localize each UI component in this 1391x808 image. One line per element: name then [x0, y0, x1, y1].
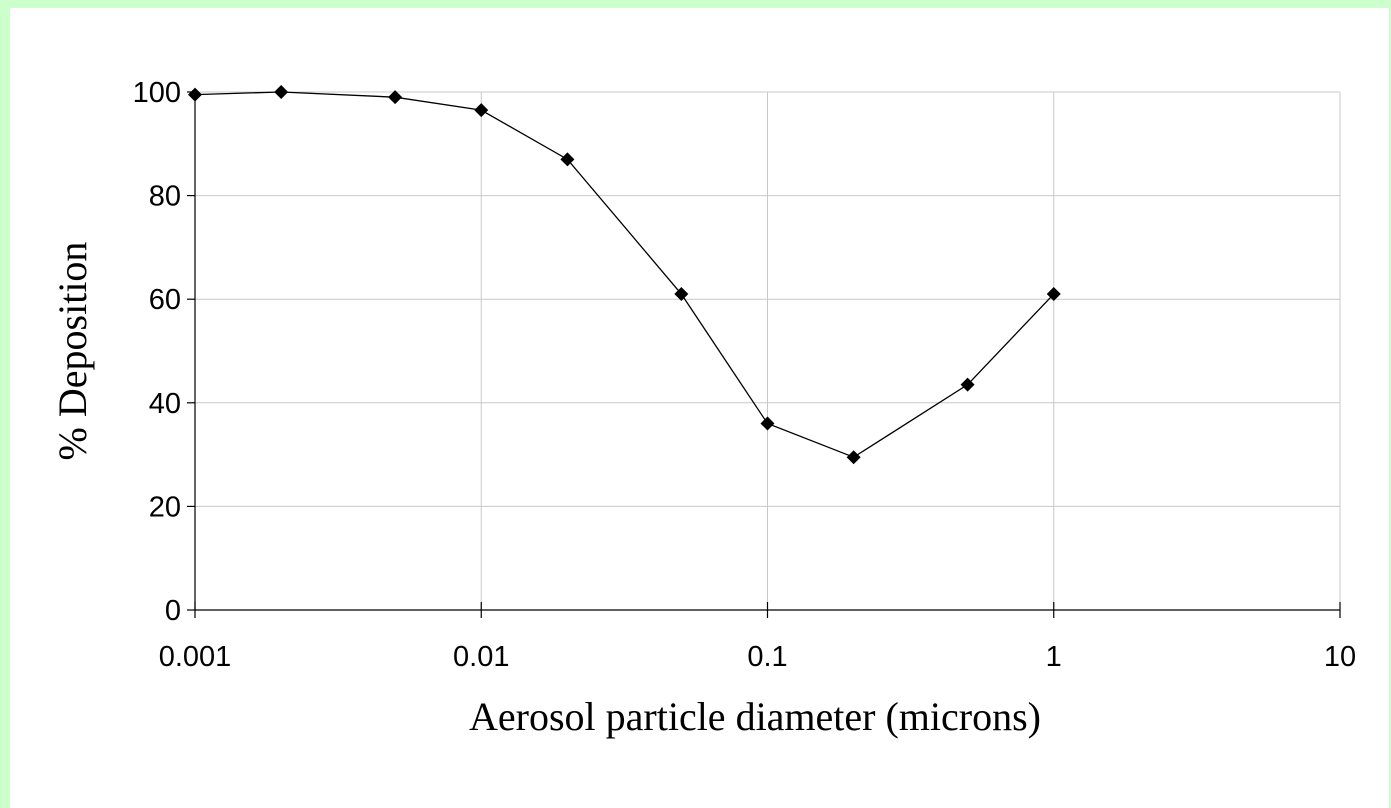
marker [560, 152, 575, 167]
marker [274, 85, 289, 99]
y-tick-label: 60 [149, 284, 181, 316]
marker [1046, 287, 1061, 302]
y-tick-label: 0 [165, 595, 181, 627]
y-tick-label: 40 [149, 388, 181, 420]
y-tick-label: 20 [149, 491, 181, 523]
x-tick-label: 0.1 [747, 641, 787, 673]
frame [10, 8, 1389, 808]
marker [674, 287, 689, 302]
marker [474, 103, 489, 118]
x-tick-label: 0.001 [159, 641, 232, 673]
x-axis-label: Aerosol particle diameter (microns) [469, 694, 1041, 739]
marker [188, 87, 202, 102]
x-tick-label: 1 [1046, 641, 1062, 673]
marker [760, 416, 775, 431]
marker [388, 90, 403, 105]
marker [846, 450, 861, 465]
x-tick-label: 0.01 [453, 641, 509, 673]
y-tick-label: 80 [149, 181, 181, 213]
y-axis-label: % Deposition [50, 242, 95, 461]
data-line [194, 91, 1055, 458]
marker [960, 377, 975, 392]
x-tick-label: 10 [1324, 641, 1356, 673]
y-tick-label: 100 [133, 77, 181, 109]
